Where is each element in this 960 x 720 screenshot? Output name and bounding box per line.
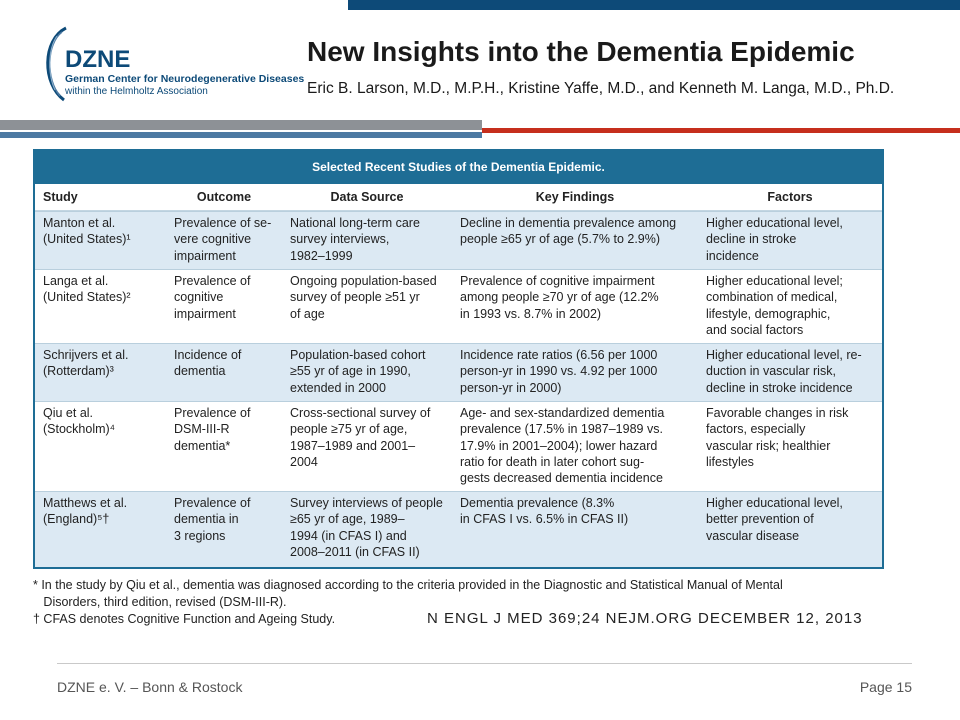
red-stripe (482, 128, 960, 133)
table-cell: Incidence rate ratios (6.56 per 1000 per… (460, 348, 658, 395)
table-cell: Decline in dementia prevalence among peo… (460, 216, 677, 247)
col-header-study: Study (43, 190, 78, 204)
authors-line: Eric B. Larson, M.D., M.P.H., Kristine Y… (307, 80, 895, 97)
col-header-data-source: Data Source (330, 190, 404, 204)
table-cell: Higher educational level, re- duction in… (706, 348, 862, 395)
table-cell: Langa et al. (United States)² (43, 274, 131, 305)
table-cell: Age- and sex-standardized dementia preva… (460, 406, 665, 486)
table-cell: Ongoing population-based survey of peopl… (290, 274, 437, 321)
footer-divider (57, 663, 912, 664)
col-header-key-findings: Key Findings (535, 190, 615, 204)
table-cell: Higher educational level, better prevent… (706, 496, 843, 543)
table-cell: Schrijvers et al. (Rotterdam)³ (43, 348, 129, 379)
logo-brand: DZNE (65, 46, 131, 73)
table-row: Langa et al. (United States)² Prevalence… (35, 269, 882, 343)
table-cell: Incidence of dementia (174, 348, 242, 379)
table-cell: Prevalence of cognitive impairment (174, 274, 251, 321)
table-cell: Higher educational level; combination of… (706, 274, 843, 337)
table-cell: Matthews et al. (England)⁵† (43, 496, 128, 527)
studies-table: Selected Recent Studies of the Dementia … (33, 149, 884, 569)
table-cell: Manton et al. (United States)¹ (43, 216, 131, 247)
table-title: Selected Recent Studies of the Dementia … (35, 151, 882, 184)
table-row: Matthews et al. (England)⁵† Prevalence o… (35, 491, 882, 567)
table-cell: Prevalence of se- vere cognitive impairm… (174, 216, 272, 263)
footnote-dsm-cont: Disorders, third edition, revised (DSM-I… (33, 595, 287, 609)
top-accent-bar (348, 0, 960, 10)
grey-stripe (0, 120, 482, 130)
table-column-headers: Study Outcome Data Source Key Findings F… (35, 184, 882, 211)
journal-citation: N ENGL J MED 369;24 NEJM.ORG DECEMBER 12… (427, 610, 863, 627)
logo-arc-icon (46, 26, 67, 102)
table-cell: Population-based cohort ≥55 yr of age in… (290, 348, 426, 395)
table-row: Qiu et al. (Stockholm)⁴ Prevalence of DS… (35, 401, 882, 491)
page-number: Page 15 (859, 679, 912, 695)
footnote-dsm: * In the study by Qiu et al., dementia w… (33, 578, 783, 592)
dzne-logo: DZNE German Center for Neurodegenerative… (40, 26, 304, 102)
col-header-factors: Factors (767, 190, 813, 204)
slide-title: New Insights into the Dementia Epidemic (307, 36, 855, 67)
blue-stripe (0, 132, 482, 138)
footer-organization: DZNE e. V. – Bonn & Rostock (57, 679, 243, 695)
table-cell: Prevalence of cognitive impairment among… (460, 274, 659, 321)
table-cell: Higher educational level, decline in str… (706, 216, 843, 263)
table-cell: Cross-sectional survey of people ≥75 yr … (290, 406, 431, 469)
table-cell: Prevalence of DSM-III-R dementia* (174, 406, 251, 453)
table-cell: Prevalence of dementia in 3 regions (174, 496, 251, 543)
logo-association-line: within the Helmholtz Association (65, 86, 208, 97)
table-row: Manton et al. (United States)¹ Prevalenc… (35, 211, 882, 269)
table-cell: Dementia prevalence (8.3% in CFAS I vs. … (460, 496, 629, 527)
table-row: Schrijvers et al. (Rotterdam)³ Incidence… (35, 343, 882, 401)
table-cell: Qiu et al. (Stockholm)⁴ (43, 406, 116, 437)
table-cell: National long-term care survey interview… (290, 216, 420, 263)
col-header-outcome: Outcome (196, 190, 252, 204)
table-cell: Survey interviews of people ≥65 yr of ag… (290, 496, 443, 559)
table-cell: Favorable changes in risk factors, espec… (706, 406, 849, 469)
footnote-cfas: † CFAS denotes Cognitive Function and Ag… (33, 612, 336, 626)
logo-name-line: German Center for Neurodegenerative Dise… (65, 73, 305, 85)
